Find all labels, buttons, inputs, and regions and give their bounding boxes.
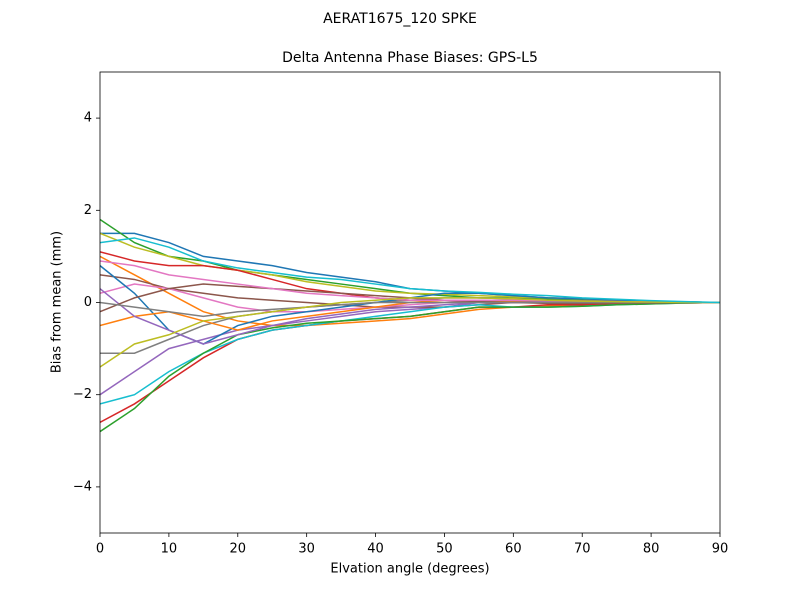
series-line <box>100 301 720 424</box>
y-tick-label: 0 <box>84 295 92 310</box>
x-tick-label: 90 <box>712 542 729 557</box>
x-tick-label: 50 <box>436 542 453 557</box>
x-tick-label: 0 <box>96 542 104 557</box>
series-line <box>100 237 720 304</box>
y-tick-label: −2 <box>73 387 92 402</box>
y-tick-label: −4 <box>73 479 92 494</box>
chart-title: Delta Antenna Phase Biases: GPS-L5 <box>282 50 538 66</box>
x-tick-label: 60 <box>505 542 522 557</box>
x-tick-label: 30 <box>298 542 315 557</box>
x-tick-label: 80 <box>643 542 660 557</box>
series-line <box>100 301 720 433</box>
plot-area <box>100 218 720 433</box>
series-line <box>100 218 720 304</box>
x-tick-label: 40 <box>367 542 384 557</box>
series-line <box>100 297 720 368</box>
series-line <box>100 301 720 318</box>
series-line <box>100 260 720 304</box>
x-tick-label: 70 <box>574 542 591 557</box>
x-tick-label: 10 <box>161 542 178 557</box>
chart-suptitle: AERAT1675_120 SPKE <box>323 11 477 27</box>
x-axis-label: Elvation angle (degrees) <box>330 562 489 577</box>
x-tick-label: 20 <box>230 542 247 557</box>
y-tick-label: 4 <box>84 111 92 126</box>
y-tick-label: 2 <box>84 203 92 218</box>
y-axis-label: Bias from mean (mm) <box>50 231 65 373</box>
